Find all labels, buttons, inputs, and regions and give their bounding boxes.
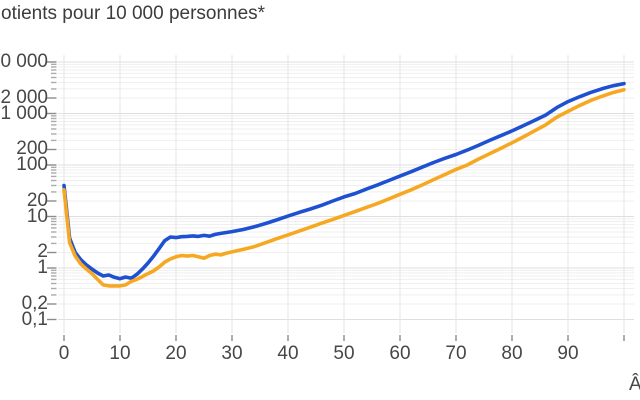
series-line-blue: [62, 81, 626, 281]
y-tick-label: 0,1: [21, 308, 48, 330]
y-tick-label: 1 000: [0, 102, 48, 124]
y-tick-label: 1: [37, 257, 48, 278]
x-tick-label: 20: [165, 343, 187, 364]
x-tick-label: 60: [389, 343, 411, 364]
x-tick-label: 80: [501, 343, 523, 364]
x-tick-label: 30: [221, 343, 243, 364]
x-tick-label: 70: [445, 343, 467, 364]
y-tick-label: 0,2: [21, 292, 48, 314]
x-tick-label: 50: [333, 343, 355, 364]
y-tick-label: 200: [16, 138, 48, 160]
y-tick-label: 2 000: [0, 86, 48, 108]
x-tick-label: 40: [277, 343, 299, 364]
y-tick-label: 10: [26, 205, 48, 227]
y-tick-label: 20: [26, 189, 48, 211]
y-tick-label: 0 000: [0, 51, 48, 72]
x-axis-title: Â: [629, 374, 640, 395]
x-tick-label: 0: [58, 343, 70, 364]
y-tick-label: 100: [16, 154, 48, 175]
series-line-orange: [62, 87, 626, 288]
x-tick-label: 10: [109, 343, 131, 364]
chart-title: otients pour 10 000 personnes*: [1, 3, 266, 24]
x-tick-label: 90: [557, 343, 579, 364]
y-tick-label: 2: [37, 241, 48, 263]
